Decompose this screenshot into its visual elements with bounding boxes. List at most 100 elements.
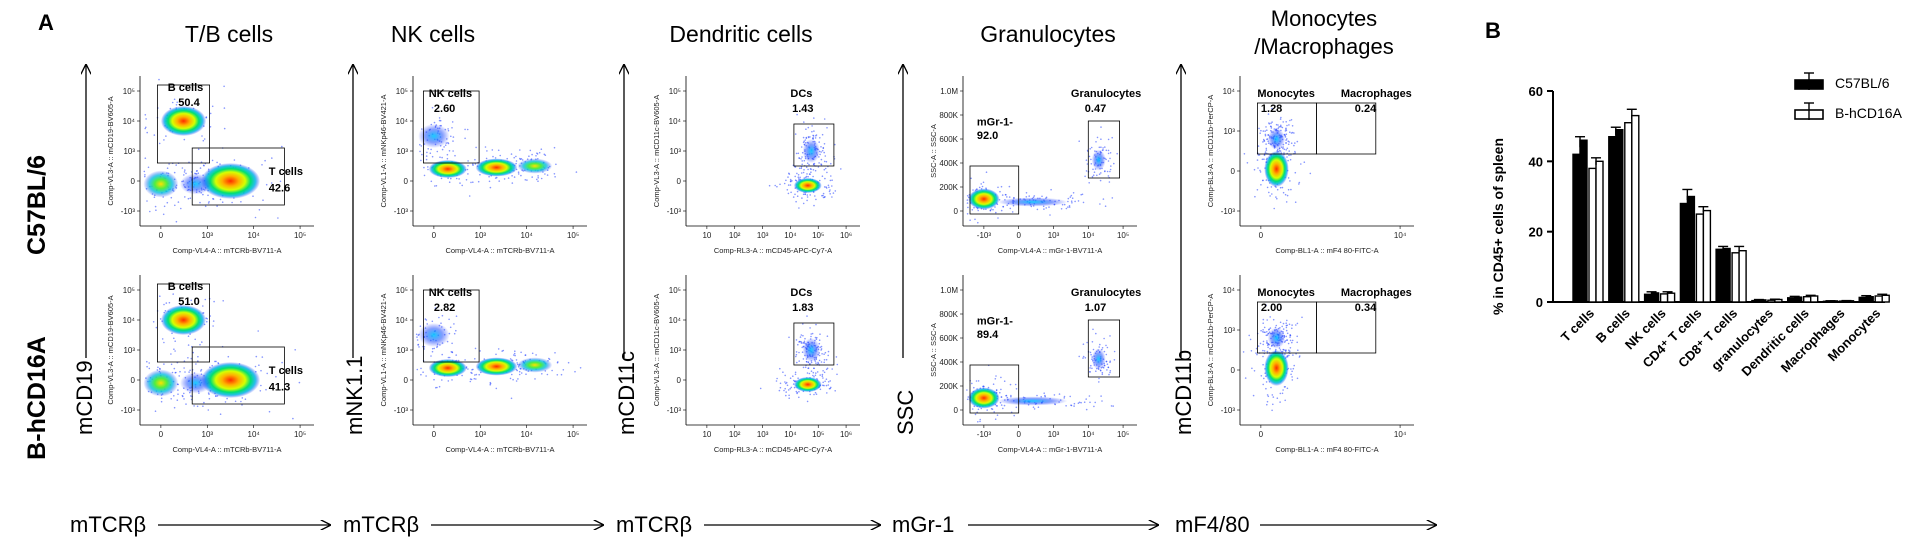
event-dot	[544, 173, 546, 175]
event-dot	[1279, 321, 1282, 324]
event-dot	[1269, 195, 1271, 197]
density-cluster	[200, 362, 261, 398]
event-dot	[787, 176, 789, 178]
event-dot	[794, 175, 796, 178]
event-dot	[180, 207, 182, 210]
event-dot	[789, 178, 792, 181]
event-dot	[418, 346, 420, 348]
event-dot	[800, 172, 803, 174]
event-dot	[1285, 139, 1287, 141]
event-dot	[823, 359, 826, 361]
event-dot	[223, 107, 226, 109]
y-tick-label: 200K	[939, 183, 958, 192]
event-dot	[455, 315, 458, 318]
event-dot	[812, 371, 815, 374]
event-dot	[825, 160, 828, 163]
event-dot	[537, 175, 539, 177]
event-dot	[814, 391, 817, 394]
event-dot	[184, 196, 186, 198]
bar	[1881, 294, 1890, 303]
event-dot	[820, 164, 823, 166]
event-dot	[464, 128, 466, 131]
event-dot	[804, 366, 807, 369]
gate-value: 1.28	[1261, 103, 1282, 115]
event-dot	[1269, 327, 1272, 329]
event-dot	[467, 173, 469, 175]
gate-name: B cells	[168, 281, 203, 293]
event-dot	[1009, 207, 1012, 210]
event-dot	[1263, 350, 1266, 352]
event-dot	[1296, 377, 1299, 380]
event-dot	[797, 377, 799, 380]
event-dot	[182, 395, 184, 398]
x-tick-label: 0	[1259, 430, 1264, 439]
event-dot	[259, 390, 262, 392]
event-dot	[1094, 401, 1096, 404]
event-dot	[815, 362, 817, 364]
event-dot	[458, 178, 460, 180]
event-dot	[789, 180, 792, 182]
event-dot	[489, 384, 492, 386]
event-dot	[430, 148, 432, 151]
event-dot	[453, 332, 456, 335]
event-dot	[823, 361, 825, 364]
event-dot	[420, 145, 423, 147]
event-dot	[813, 393, 815, 396]
event-dot	[509, 358, 512, 360]
event-dot	[1279, 401, 1281, 403]
y-tick-label: 10³	[1223, 326, 1235, 335]
event-dot	[792, 196, 795, 198]
event-dot	[529, 149, 532, 152]
event-dot	[520, 351, 522, 354]
event-dot	[224, 401, 227, 403]
event-dot	[144, 114, 147, 116]
event-dot	[1092, 328, 1094, 331]
x-tick-label: 10²	[729, 430, 741, 439]
event-dot	[216, 161, 218, 164]
event-dot	[1291, 327, 1293, 330]
event-dot	[1101, 347, 1104, 349]
gate-name: mGr-1-	[977, 316, 1013, 328]
bar-y-tick-label: 60	[1529, 84, 1543, 99]
event-dot	[472, 163, 474, 165]
event-dot	[806, 400, 809, 403]
event-dot	[1032, 406, 1035, 409]
event-dot	[799, 176, 801, 179]
event-dot	[473, 377, 476, 380]
event-dot	[802, 171, 805, 174]
event-dot	[240, 400, 242, 403]
event-dot	[183, 367, 185, 369]
y-parameter: SSC-A :: SSC-A	[929, 323, 938, 377]
event-dot	[822, 370, 824, 372]
event-dot	[444, 144, 447, 146]
y-tick-label: 0	[131, 177, 136, 186]
event-dot	[520, 372, 523, 374]
event-dot	[183, 174, 185, 176]
event-dot	[211, 159, 214, 162]
y-tick-label: 10⁴	[669, 117, 682, 126]
event-dot	[1105, 353, 1108, 356]
event-dot	[179, 370, 181, 373]
event-dot	[800, 334, 803, 336]
event-dot	[1262, 130, 1265, 132]
event-dot	[1100, 138, 1102, 140]
event-dot	[1259, 169, 1261, 172]
bar	[1858, 296, 1867, 303]
x-marker: mTCRβ	[343, 512, 419, 537]
event-dot	[1101, 400, 1103, 402]
event-dot	[144, 157, 147, 159]
event-dot	[1044, 394, 1046, 397]
gate-box	[1087, 319, 1121, 378]
event-dot	[971, 209, 974, 211]
event-dot	[1266, 394, 1269, 396]
event-dot	[212, 197, 214, 200]
event-dot	[820, 151, 822, 153]
event-dot	[1290, 119, 1293, 121]
bar	[1809, 295, 1819, 303]
event-dot	[803, 159, 806, 162]
event-dot	[455, 177, 458, 180]
event-dot	[231, 201, 233, 204]
event-dot	[174, 204, 176, 207]
event-dot	[1073, 402, 1076, 405]
event-dot	[153, 196, 156, 198]
